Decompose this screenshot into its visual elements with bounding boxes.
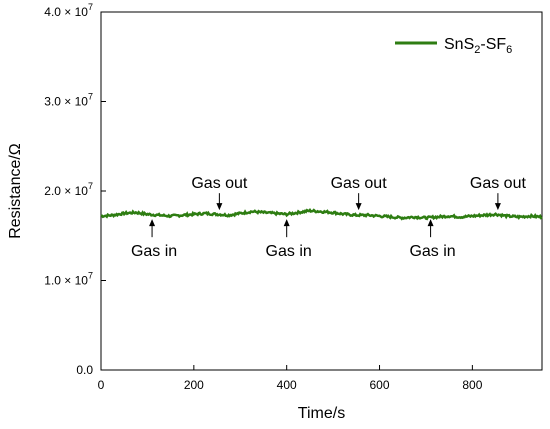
legend-label-subscript: 6 bbox=[506, 44, 512, 56]
x-tick-label: 600 bbox=[370, 378, 390, 392]
y-tick-exponent: 7 bbox=[88, 2, 93, 12]
annotation-arrowhead bbox=[149, 219, 156, 227]
legend-label: SnS2-SF6 bbox=[444, 36, 512, 56]
y-tick-label: 2.0 × 107 bbox=[44, 181, 93, 198]
legend: SnS2-SF6 bbox=[395, 36, 512, 56]
annotation: Gas out bbox=[331, 175, 388, 211]
annotation-arrowhead bbox=[355, 203, 362, 211]
x-tick-label: 400 bbox=[277, 378, 297, 392]
legend-label-subscript: 2 bbox=[474, 44, 480, 56]
y-tick-label: 4.0 × 107 bbox=[44, 2, 93, 19]
annotation: Gas in bbox=[409, 219, 456, 260]
y-axis-title: Resistance/Ω bbox=[7, 143, 24, 239]
annotation-arrowhead bbox=[283, 219, 290, 227]
annotation-arrowhead bbox=[427, 219, 434, 227]
annotation: Gas out bbox=[191, 175, 248, 211]
x-tick-label: 200 bbox=[184, 378, 204, 392]
annotations: Gas in Gas out Gas in Gas out Gas in Gas out bbox=[131, 175, 527, 260]
y-tick-mantissa: 1.0 × 10 bbox=[44, 274, 88, 288]
x-tick-label: 0 bbox=[98, 378, 105, 392]
legend-label-part: SnS bbox=[444, 36, 474, 53]
annotation-arrowhead bbox=[216, 203, 223, 211]
y-tick-label: 0.0 bbox=[76, 363, 93, 377]
y-tick-label: 3.0 × 107 bbox=[44, 92, 93, 109]
annotation: Gas in bbox=[131, 219, 177, 260]
x-axis-title: Time/s bbox=[298, 405, 345, 422]
y-tick-mantissa: 0.0 bbox=[76, 363, 93, 377]
annotation-label: Gas out bbox=[191, 175, 248, 192]
annotation-label: Gas in bbox=[266, 243, 312, 260]
y-tick-mantissa: 2.0 × 10 bbox=[44, 184, 88, 198]
annotation: Gas out bbox=[470, 175, 527, 211]
y-tick-label: 1.0 × 107 bbox=[44, 271, 93, 288]
annotation-label: Gas in bbox=[409, 243, 455, 260]
annotation: Gas in bbox=[266, 219, 312, 260]
series-line-sns2-sf6 bbox=[100, 207, 543, 221]
y-tick-exponent: 7 bbox=[88, 92, 93, 102]
legend-label-part: -SF bbox=[480, 36, 506, 53]
y-tick-mantissa: 4.0 × 10 bbox=[44, 5, 88, 19]
y-tick-mantissa: 3.0 × 10 bbox=[44, 95, 88, 109]
x-tick-label: 800 bbox=[462, 378, 482, 392]
y-tick-exponent: 7 bbox=[88, 271, 93, 281]
y-tick-exponent: 7 bbox=[88, 181, 93, 191]
annotation-label: Gas in bbox=[131, 243, 177, 260]
annotation-arrowhead bbox=[494, 203, 501, 211]
annotation-label: Gas out bbox=[470, 175, 527, 192]
annotation-label: Gas out bbox=[331, 175, 388, 192]
x-axis-ticks: 0 200 400 600 800 bbox=[98, 365, 483, 392]
